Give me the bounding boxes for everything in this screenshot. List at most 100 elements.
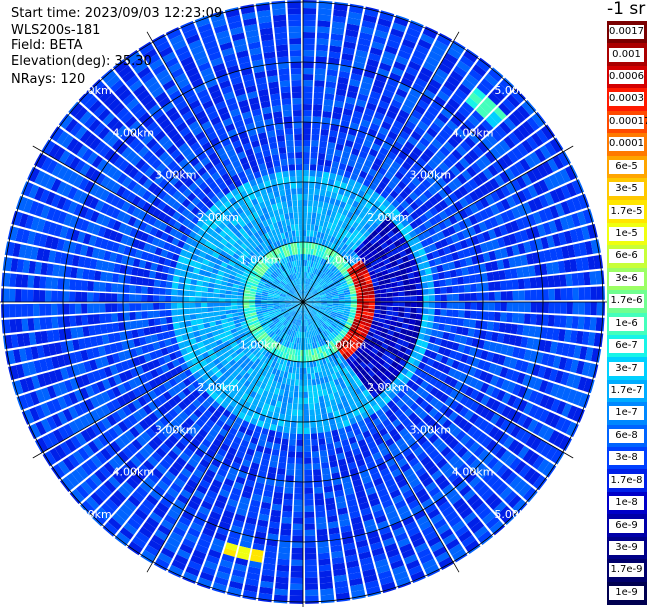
- data-cell: [329, 314, 336, 319]
- data-cell: [327, 280, 334, 286]
- data-cell: [324, 247, 330, 254]
- data-cell: [505, 182, 517, 195]
- data-cell: [434, 400, 444, 411]
- data-cell: [474, 380, 484, 391]
- data-cell: [197, 323, 205, 330]
- data-cell: [423, 148, 435, 159]
- data-cell: [313, 200, 319, 208]
- data-cell: [509, 475, 523, 490]
- data-cell: [535, 276, 543, 289]
- data-cell: [318, 238, 323, 245]
- data-cell: [400, 328, 408, 335]
- data-cell: [506, 291, 513, 301]
- data-cell: [377, 462, 388, 472]
- data-cell: [391, 282, 398, 288]
- data-cell: [307, 294, 313, 299]
- data-cell: [365, 354, 373, 362]
- data-cell: [451, 426, 462, 438]
- data-cell: [365, 319, 373, 324]
- data-cell: [356, 43, 370, 53]
- data-cell: [273, 491, 283, 499]
- data-cell: [320, 183, 328, 191]
- data-cell: [501, 405, 512, 418]
- data-cell: [338, 275, 345, 281]
- data-cell: [344, 308, 351, 312]
- data-cell: [380, 447, 390, 457]
- data-cell: [469, 377, 479, 388]
- data-cell: [63, 291, 70, 302]
- data-cell: [350, 0, 366, 3]
- data-cell: [293, 499, 303, 506]
- data-cell: [374, 302, 381, 306]
- data-cell: [342, 367, 349, 375]
- data-cell: [397, 5, 413, 16]
- data-cell: [3, 288, 10, 302]
- data-cell: [289, 589, 303, 596]
- data-cell: [507, 439, 520, 453]
- data-cell: [454, 403, 465, 414]
- data-cell: [380, 302, 387, 306]
- data-cell: [548, 368, 559, 382]
- data-cell: [338, 323, 345, 328]
- data-cell: [304, 499, 314, 506]
- data-cell: [411, 82, 425, 94]
- data-cell: [475, 105, 489, 119]
- data-cell: [411, 331, 419, 339]
- data-cell: [351, 116, 361, 125]
- data-cell: [318, 319, 324, 326]
- data-cell: [224, 598, 240, 604]
- data-cell: [1, 352, 4, 367]
- data-cell: [354, 387, 362, 396]
- data-cell: [355, 379, 363, 388]
- data-cell: [322, 245, 328, 253]
- data-cell: [249, 302, 256, 305]
- data-cell: [385, 457, 396, 468]
- data-cell: [303, 26, 316, 33]
- data-cell: [366, 0, 382, 6]
- data-cell: [330, 360, 336, 368]
- data-cell: [327, 141, 336, 150]
- data-cell: [362, 14, 378, 24]
- data-cell: [330, 210, 337, 218]
- data-cell: [440, 309, 447, 317]
- data-cell: [420, 425, 431, 435]
- data-cell: [317, 20, 331, 28]
- data-cell: [420, 380, 429, 390]
- data-cell: [352, 200, 360, 209]
- data-cell: [495, 377, 505, 389]
- data-cell: [324, 400, 331, 408]
- data-cell: [21, 304, 28, 317]
- data-cell: [341, 221, 348, 229]
- data-cell: [500, 185, 511, 198]
- data-cell: [571, 213, 581, 228]
- data-cell: [196, 318, 204, 325]
- data-cell: [388, 33, 403, 44]
- data-cell: [488, 426, 500, 439]
- data-cell: [305, 291, 309, 297]
- data-cell: [274, 437, 282, 445]
- data-cell: [323, 285, 329, 290]
- data-cell: [313, 194, 320, 202]
- data-cell: [316, 286, 323, 292]
- data-cell: [438, 161, 450, 173]
- data-cell: [357, 93, 369, 102]
- data-cell: [552, 328, 560, 341]
- data-cell: [231, 312, 239, 317]
- data-cell: [387, 180, 397, 190]
- data-cell: [310, 280, 314, 286]
- data-cell: [141, 286, 148, 294]
- data-cell: [553, 432, 565, 448]
- data-cell: [478, 449, 490, 462]
- data-cell: [303, 176, 309, 183]
- data-cell: [447, 471, 460, 483]
- data-cell: [51, 303, 58, 316]
- data-cell: [417, 38, 432, 50]
- data-cell: [358, 87, 371, 97]
- data-cell: [318, 278, 323, 285]
- data-cell: [422, 132, 434, 143]
- data-cell: [365, 279, 373, 285]
- data-cell: [330, 353, 336, 361]
- data-cell: [325, 190, 332, 198]
- data-cell: [431, 360, 441, 370]
- data-cell: [540, 263, 548, 276]
